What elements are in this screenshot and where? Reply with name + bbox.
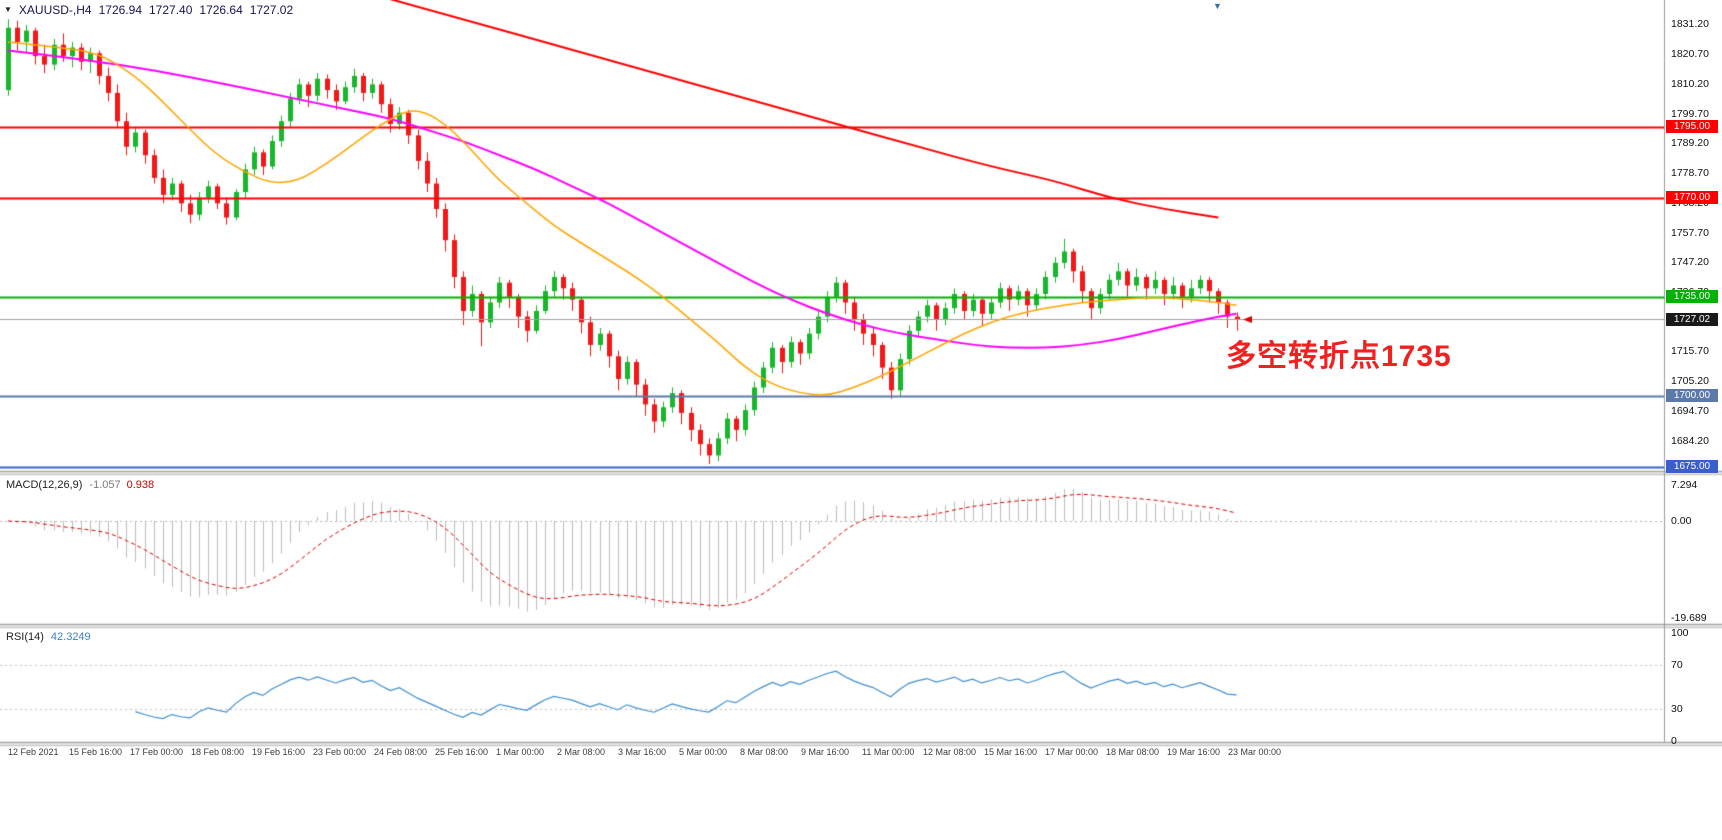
- time-axis-label: 3 Mar 16:00: [618, 747, 667, 757]
- quote-symbol: XAUUSD-,H4: [18, 3, 92, 17]
- price-badge: 1727.02: [1666, 312, 1718, 326]
- price-axis-label: 1694.70: [1671, 404, 1709, 417]
- time-axis-label: 9 Mar 16:00: [801, 747, 850, 757]
- quote-low: 1726.64: [199, 3, 243, 17]
- price-badge: 1675.00: [1666, 460, 1718, 474]
- macd-main-value: -1.057: [89, 479, 121, 491]
- price-axis-label: 1820.70: [1671, 48, 1709, 61]
- chart-shift-marker-icon: ▼: [1213, 1, 1222, 11]
- macd-axis-label: -19.689: [1671, 611, 1707, 624]
- rsi-axis-label: 30: [1671, 702, 1683, 715]
- time-axis-label: 17 Mar 00:00: [1045, 747, 1099, 757]
- quote-bar: ▼ XAUUSD-,H4 1726.94 1727.40 1726.64 172…: [4, 3, 293, 17]
- rsi-name: RSI(14): [6, 631, 44, 643]
- quote-open: 1726.94: [98, 3, 142, 17]
- time-axis-label: 12 Feb 2021: [8, 747, 59, 757]
- time-axis-label: 1 Mar 00:00: [496, 747, 545, 757]
- time-axis-label: 19 Mar 16:00: [1167, 747, 1221, 757]
- macd-axis-label: 0.00: [1671, 515, 1692, 527]
- macd-axis-label: 7.294: [1671, 479, 1698, 492]
- rsi-axis-label: 0: [1671, 735, 1677, 747]
- time-axis-label: 11 Mar 00:00: [862, 747, 915, 757]
- time-axis-label: 23 Feb 00:00: [313, 747, 367, 757]
- time-axis-label: 15 Feb 16:00: [69, 747, 123, 757]
- price-axis-label: 1684.20: [1671, 434, 1709, 447]
- price-badge: 1700.00: [1666, 389, 1718, 403]
- time-axis-label: 15 Mar 16:00: [984, 747, 1038, 757]
- price-axis-label: 1757.70: [1671, 226, 1709, 239]
- time-axis-label: 23 Mar 00:00: [1228, 747, 1282, 757]
- macd-name: MACD(12,26,9): [6, 479, 83, 491]
- price-axis-label: 1778.70: [1671, 167, 1709, 180]
- price-badge: 1795.00: [1666, 120, 1718, 134]
- time-axis-label: 24 Feb 08:00: [374, 747, 428, 757]
- price-axis-label: 1747.20: [1671, 256, 1709, 269]
- price-axis-label: 1789.20: [1671, 137, 1709, 150]
- price-axis-label: 1831.20: [1671, 18, 1709, 31]
- quote-high: 1727.40: [149, 3, 193, 17]
- price-axis-label: 1705.20: [1671, 375, 1709, 388]
- time-axis-label: 18 Mar 08:00: [1106, 747, 1160, 757]
- time-axis-label: 17 Feb 00:00: [130, 747, 184, 757]
- price-axis-label: 1810.20: [1671, 77, 1709, 90]
- annotation-text: 多空转折点1735: [1226, 340, 1452, 373]
- price-badge: 1770.00: [1666, 191, 1718, 205]
- rsi-axis-label: 70: [1671, 659, 1683, 672]
- time-axis-label: 19 Feb 16:00: [252, 747, 306, 757]
- price-axis-label: 1799.70: [1671, 107, 1709, 120]
- price-axis-label: 1715.70: [1671, 345, 1709, 358]
- price-badge: 1735.00: [1666, 290, 1718, 304]
- time-axis-label: 2 Mar 08:00: [557, 747, 606, 757]
- time-axis-label: 25 Feb 16:00: [435, 747, 489, 757]
- time-axis-label: 5 Mar 00:00: [679, 747, 728, 757]
- quote-close: 1727.02: [249, 3, 294, 17]
- rsi-value: 42.3249: [50, 631, 91, 643]
- symbol-dropdown-icon[interactable]: ▼: [4, 5, 12, 14]
- rsi-indicator-label: RSI(14) 42.3249: [6, 631, 91, 643]
- rsi-axis-label: 100: [1671, 627, 1689, 639]
- macd-signal-value: 0.938: [126, 479, 155, 491]
- time-axis-label: 8 Mar 08:00: [740, 747, 789, 757]
- time-axis-label: 18 Feb 08:00: [191, 747, 245, 757]
- time-axis-label: 12 Mar 08:00: [923, 747, 977, 757]
- macd-indicator-label: MACD(12,26,9) -1.057 0.938: [6, 479, 154, 491]
